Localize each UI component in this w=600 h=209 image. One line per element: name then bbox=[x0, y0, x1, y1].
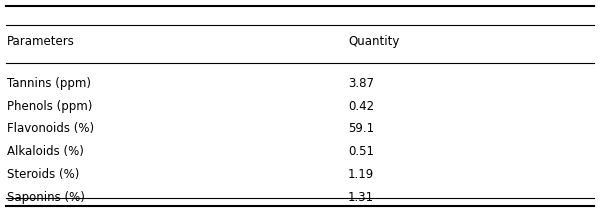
Text: Tannins (ppm): Tannins (ppm) bbox=[7, 77, 91, 90]
Text: 1.19: 1.19 bbox=[348, 168, 374, 181]
Text: Parameters: Parameters bbox=[7, 35, 75, 48]
Text: 3.87: 3.87 bbox=[348, 77, 374, 90]
Text: Saponins (%): Saponins (%) bbox=[7, 191, 85, 204]
Text: 1.31: 1.31 bbox=[348, 191, 374, 204]
Text: Phenols (ppm): Phenols (ppm) bbox=[7, 100, 92, 113]
Text: Quantity: Quantity bbox=[348, 35, 400, 48]
Text: Flavonoids (%): Flavonoids (%) bbox=[7, 122, 94, 135]
Text: 0.51: 0.51 bbox=[348, 145, 374, 158]
Text: Alkaloids (%): Alkaloids (%) bbox=[7, 145, 84, 158]
Text: Steroids (%): Steroids (%) bbox=[7, 168, 80, 181]
Text: 0.42: 0.42 bbox=[348, 100, 374, 113]
Text: 59.1: 59.1 bbox=[348, 122, 374, 135]
